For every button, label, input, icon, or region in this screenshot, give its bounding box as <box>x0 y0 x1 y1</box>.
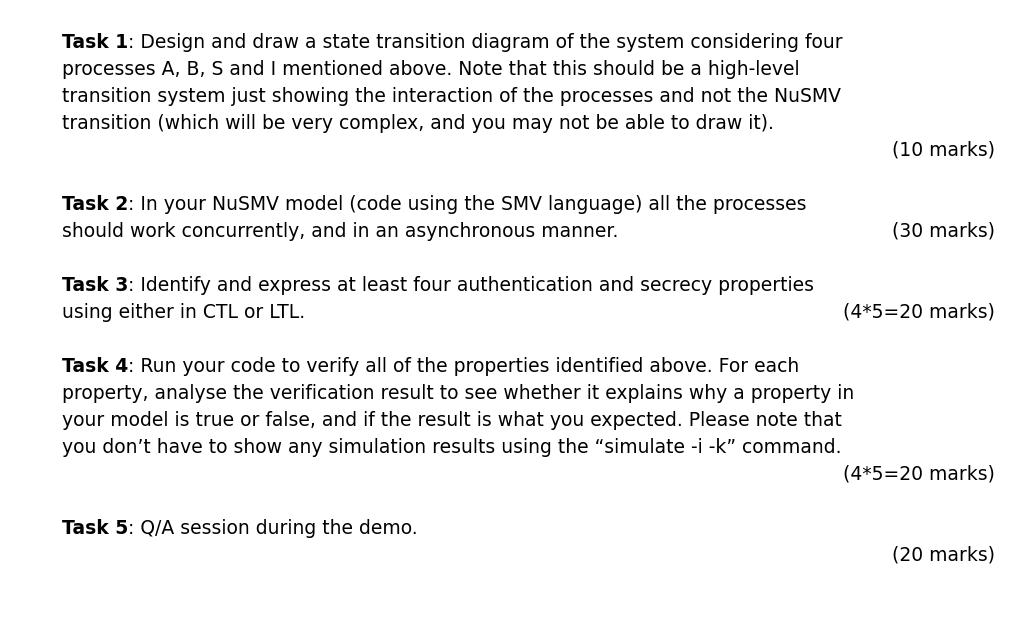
Text: you don’t have to show any simulation results using the “simulate -i -k” command: you don’t have to show any simulation re… <box>62 438 842 457</box>
Text: : Run your code to verify all of the properties identified above. For each: : Run your code to verify all of the pro… <box>129 357 799 376</box>
Text: transition (which will be very complex, and you may not be able to draw it).: transition (which will be very complex, … <box>62 114 774 133</box>
Text: : Identify and express at least four authentication and secrecy properties: : Identify and express at least four aut… <box>129 276 815 295</box>
Text: property, analyse the verification result to see whether it explains why a prope: property, analyse the verification resul… <box>62 384 854 403</box>
Text: your model is true or false, and if the result is what you expected. Please note: your model is true or false, and if the … <box>62 411 842 430</box>
Text: (20 marks): (20 marks) <box>892 546 995 565</box>
Text: Task 5: Task 5 <box>62 519 129 538</box>
Text: : Q/A session during the demo.: : Q/A session during the demo. <box>129 519 418 538</box>
Text: (4*5=20 marks): (4*5=20 marks) <box>844 303 995 322</box>
Text: Task 1: Task 1 <box>62 33 128 52</box>
Text: (4*5=20 marks): (4*5=20 marks) <box>844 465 995 484</box>
Text: : In your NuSMV model (code using the SMV language) all the processes: : In your NuSMV model (code using the SM… <box>129 195 806 214</box>
Text: : Design and draw a state transition diagram of the system considering four: : Design and draw a state transition dia… <box>128 33 843 52</box>
Text: Task 3: Task 3 <box>62 276 129 295</box>
Text: transition system just showing the interaction of the processes and not the NuSM: transition system just showing the inter… <box>62 87 842 106</box>
Text: (10 marks): (10 marks) <box>892 141 995 160</box>
Text: Task 4: Task 4 <box>62 357 129 376</box>
Text: (30 marks): (30 marks) <box>892 222 995 241</box>
Text: should work concurrently, and in an asynchronous manner.: should work concurrently, and in an asyn… <box>62 222 618 241</box>
Text: using either in CTL or LTL.: using either in CTL or LTL. <box>62 303 305 322</box>
Text: Task 2: Task 2 <box>62 195 129 214</box>
Text: processes A, B, S and I mentioned above. Note that this should be a high-level: processes A, B, S and I mentioned above.… <box>62 60 799 79</box>
